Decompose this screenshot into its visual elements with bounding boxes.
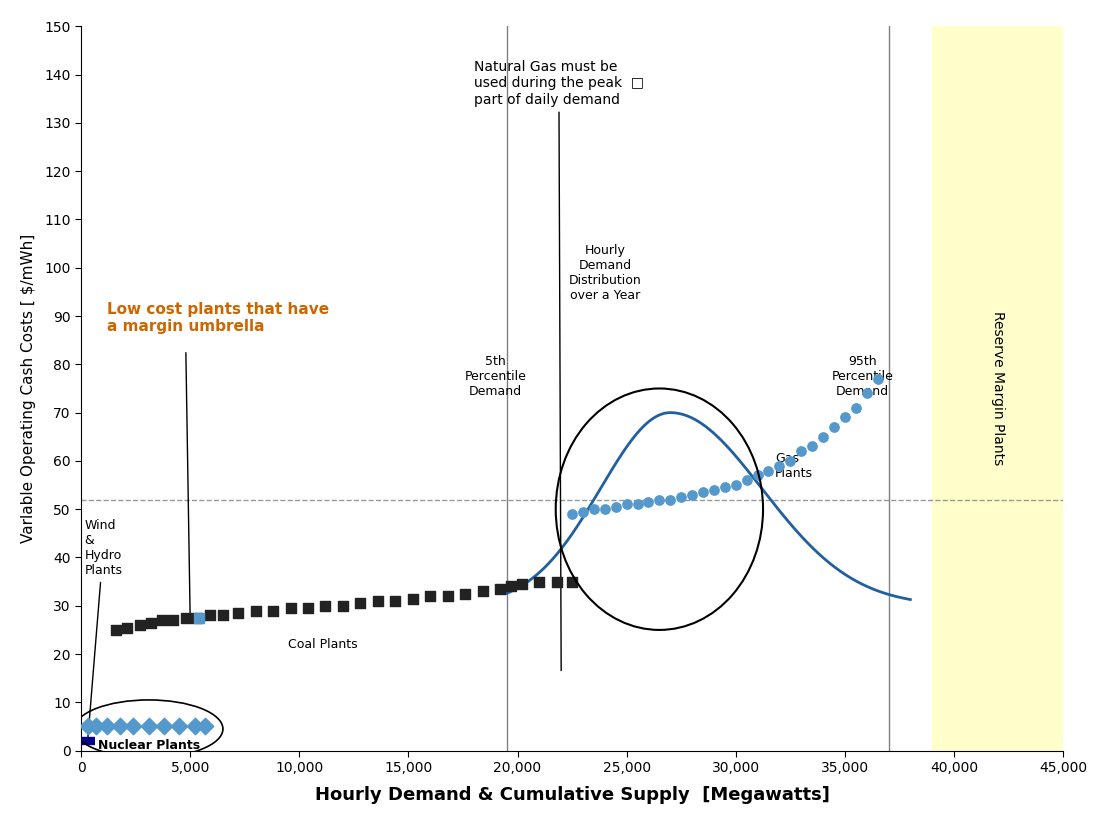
Point: [792, 445, 810, 458]
Point: [513, 578, 531, 591]
Point: [650, 493, 668, 507]
Point: [191, 611, 208, 625]
Text: 5th
Percentile
Demand: 5th Percentile Demand: [464, 355, 526, 398]
Point: [299, 601, 317, 615]
Point: [107, 624, 125, 637]
Point: [124, 720, 142, 733]
Text: 95th
Percentile
Demand: 95th Percentile Demand: [831, 355, 893, 398]
Point: [673, 491, 690, 504]
Point: [281, 601, 299, 615]
Point: [88, 720, 105, 733]
Text: Nuclear Plants: Nuclear Plants: [98, 739, 199, 752]
Point: [869, 372, 886, 385]
Point: [858, 387, 875, 400]
Text: Low cost plants that have
a margin umbrella: Low cost plants that have a margin umbre…: [107, 302, 329, 334]
Point: [814, 430, 832, 443]
Point: [404, 592, 422, 605]
Text: Hourly
Demand
Distribution
over a Year: Hourly Demand Distribution over a Year: [568, 243, 642, 302]
Point: [140, 720, 157, 733]
Point: [201, 609, 218, 622]
Point: [265, 604, 283, 617]
Point: [607, 500, 625, 513]
Text: Coal Plants: Coal Plants: [288, 638, 358, 651]
Point: [421, 590, 439, 603]
Point: [186, 720, 204, 733]
Point: [369, 594, 387, 607]
Point: [196, 720, 214, 733]
Point: [770, 460, 788, 473]
Text: Wind
&
Hydro
Plants: Wind & Hydro Plants: [84, 519, 122, 738]
Y-axis label: Varlable Operating Cash Costs [ $/mWh]: Varlable Operating Cash Costs [ $/mWh]: [21, 233, 35, 543]
Point: [847, 401, 864, 414]
Point: [247, 604, 265, 617]
Point: [548, 575, 566, 588]
Point: [229, 606, 247, 620]
Point: [188, 611, 206, 625]
Point: [705, 483, 722, 497]
Point: [439, 590, 456, 603]
Point: [153, 614, 171, 627]
Point: [716, 481, 733, 494]
Point: [837, 411, 854, 424]
Point: [585, 502, 603, 516]
Point: [695, 486, 712, 499]
Point: [661, 493, 679, 507]
Point: [502, 580, 520, 593]
Point: [563, 507, 581, 521]
Point: [317, 599, 335, 612]
Point: [164, 614, 182, 627]
Point: [491, 582, 509, 596]
Point: [727, 478, 745, 492]
Point: [214, 609, 232, 622]
Bar: [932, 26, 1085, 751]
Point: [803, 440, 821, 453]
Point: [531, 575, 548, 588]
Point: [155, 720, 173, 733]
Point: [112, 720, 130, 733]
X-axis label: Hourly Demand & Cumulative Supply  [Megawatts]: Hourly Demand & Cumulative Supply [Megaw…: [315, 786, 830, 804]
Point: [628, 497, 646, 511]
Point: [387, 594, 404, 607]
Point: [738, 474, 756, 487]
Point: [99, 720, 116, 733]
Point: [596, 502, 614, 516]
Point: [474, 585, 492, 598]
Point: [171, 720, 188, 733]
Point: [760, 464, 778, 477]
Point: [351, 596, 369, 610]
Point: [825, 421, 843, 434]
Point: [684, 488, 701, 502]
Text: Gas
Plants: Gas Plants: [774, 452, 813, 480]
Point: [131, 619, 148, 632]
Point: [119, 621, 136, 634]
Point: [639, 495, 657, 508]
Point: [574, 505, 592, 518]
Point: [335, 599, 352, 612]
Point: [142, 616, 160, 629]
Text: Natural Gas must be
used during the peak  □
part of daily demand: Natural Gas must be used during the peak…: [474, 60, 644, 671]
Point: [563, 575, 581, 588]
Point: [618, 497, 636, 511]
Text: Reserve Margin Plants: Reserve Margin Plants: [991, 311, 1005, 465]
Point: [79, 720, 96, 733]
Point: [456, 587, 474, 601]
Point: [749, 469, 767, 482]
Point: [781, 455, 799, 468]
Point: [177, 611, 195, 625]
